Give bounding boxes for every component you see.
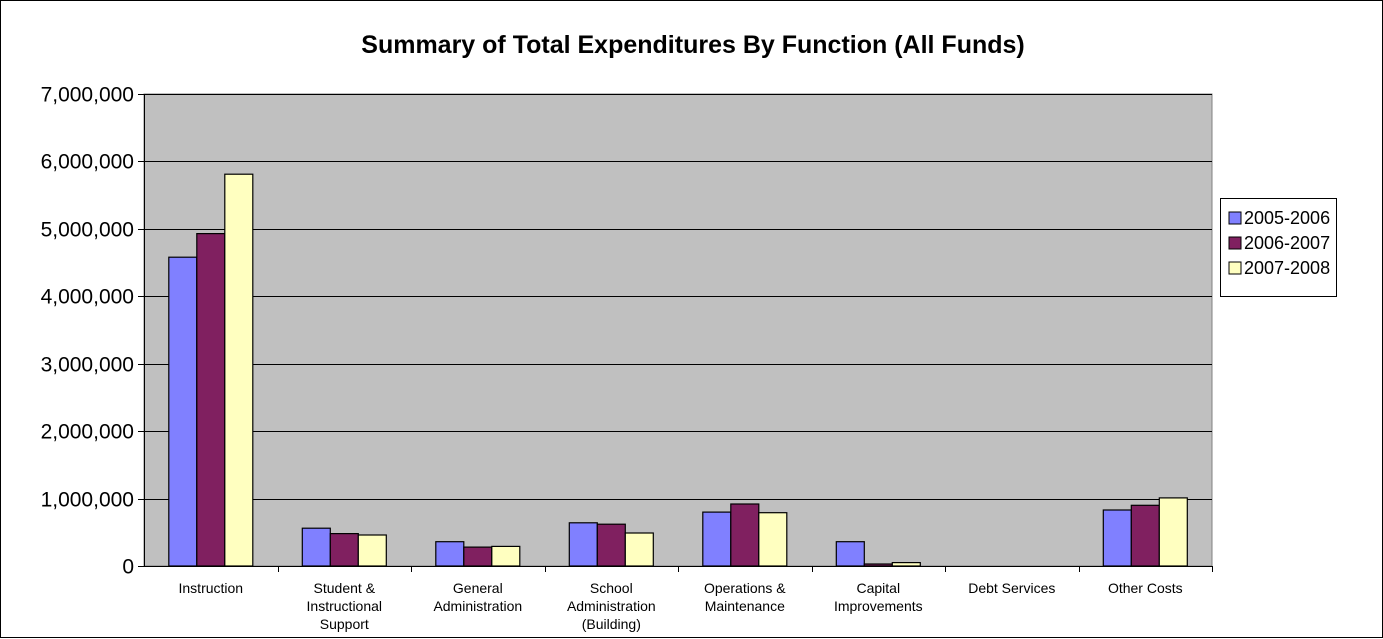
bar <box>301 527 331 567</box>
plot-background <box>143 93 1213 567</box>
legend-label: 2007-2008 <box>1244 258 1330 278</box>
legend-swatch <box>1228 211 1242 225</box>
bar <box>891 561 921 567</box>
y-tick-label: 2,000,000 <box>41 421 134 444</box>
bar <box>168 256 198 567</box>
bar <box>463 546 493 567</box>
bar <box>435 541 465 567</box>
y-tick-label: 6,000,000 <box>41 151 134 174</box>
bar <box>730 503 760 567</box>
bar <box>196 233 226 567</box>
y-tick-label: 0 <box>122 556 134 579</box>
x-tick-label: Other Costs <box>1108 580 1183 596</box>
bar <box>224 173 254 567</box>
x-tick-label: Instruction <box>179 580 244 596</box>
x-tick-label: General Administration <box>433 580 522 614</box>
x-tick-label: Operations & Maintenance <box>704 580 786 614</box>
bar <box>1102 509 1132 567</box>
x-tick-label: Debt Services <box>968 580 1055 596</box>
y-tick-label: 7,000,000 <box>41 84 134 107</box>
y-tick-label: 5,000,000 <box>41 219 134 242</box>
bar <box>863 563 893 567</box>
plot-area: 0 1,000,000 2,000,000 3,000,000 4,000,000 5,0… <box>41 84 1213 632</box>
bar <box>357 534 387 567</box>
bar <box>624 532 654 567</box>
y-tick-label: 1,000,000 <box>41 489 134 512</box>
bar <box>596 523 626 567</box>
y-tick-label: 4,000,000 <box>41 286 134 309</box>
x-tick-label: Capital Improvements <box>834 580 923 614</box>
bar <box>1130 504 1160 567</box>
bar <box>702 511 732 567</box>
legend-swatch <box>1228 236 1242 250</box>
x-tick-label: School Administration (Building) <box>567 580 656 632</box>
bar <box>835 541 865 567</box>
chart-title: Summary of Total Expenditures By Functio… <box>361 31 1024 59</box>
bar <box>329 532 359 567</box>
y-tick-label: 3,000,000 <box>41 354 134 377</box>
bar <box>1158 497 1188 567</box>
legend-label: 2005-2006 <box>1244 208 1330 228</box>
bar <box>758 512 788 567</box>
legend-label: 2006-2007 <box>1244 233 1330 253</box>
bar <box>491 545 521 567</box>
legend: 2005-2006 2006-2007 2007-2008 <box>1220 198 1337 297</box>
x-tick-label: Student & Instructional Support <box>307 580 382 632</box>
legend-swatch <box>1228 261 1242 275</box>
bar <box>568 522 598 567</box>
